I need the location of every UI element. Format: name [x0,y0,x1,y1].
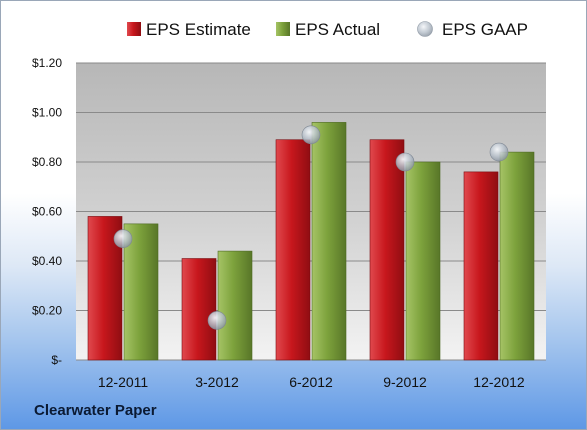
legend-marker-gaap [417,21,433,37]
y-tick-label: $1.00 [32,106,62,120]
x-tick-label: 9-2012 [383,374,427,390]
y-tick-label: $0.60 [32,205,62,219]
bar-eps-estimate [463,171,499,361]
legend-label-gaap: EPS GAAP [442,20,528,39]
x-tick-label: 6-2012 [289,374,333,390]
bar-eps-actual [311,122,347,361]
legend-swatch-estimate [127,22,141,36]
y-tick-label: $1.20 [32,56,62,70]
bar-eps-actual [499,151,535,361]
bar-eps-actual [123,223,159,361]
y-tick-label: $0.40 [32,254,62,268]
y-tick-label: $0.80 [32,155,62,169]
x-tick-label: 3-2012 [195,374,239,390]
y-tick-label: $- [51,353,62,367]
gaap-point [395,152,415,172]
bar-eps-estimate [181,258,217,361]
gaap-point [301,125,321,145]
gaap-point [489,142,509,162]
y-axis-ticks: $- $0.20 $0.40 $0.60 $0.80 $1.00 $1.20 [32,56,62,367]
gaap-point [113,229,133,249]
bar-eps-estimate [275,139,311,361]
legend: EPS Estimate EPS Actual EPS GAAP [127,20,528,39]
x-tick-label: 12-2012 [473,374,525,390]
bar-eps-actual [217,250,253,361]
x-axis-labels: 12-2011 3-2012 6-2012 9-2012 12-2012 [98,374,525,390]
bar-eps-estimate [369,139,405,361]
gaap-point [207,311,227,330]
y-tick-label: $0.20 [32,304,62,318]
gaap-points [113,125,509,330]
legend-label-actual: EPS Actual [295,20,380,39]
bar-eps-actual [405,161,441,361]
x-tick-label: 12-2011 [98,374,149,390]
legend-swatch-actual [276,22,290,36]
company-name: Clearwater Paper [34,402,157,419]
bars [87,122,535,361]
legend-label-estimate: EPS Estimate [146,20,251,39]
